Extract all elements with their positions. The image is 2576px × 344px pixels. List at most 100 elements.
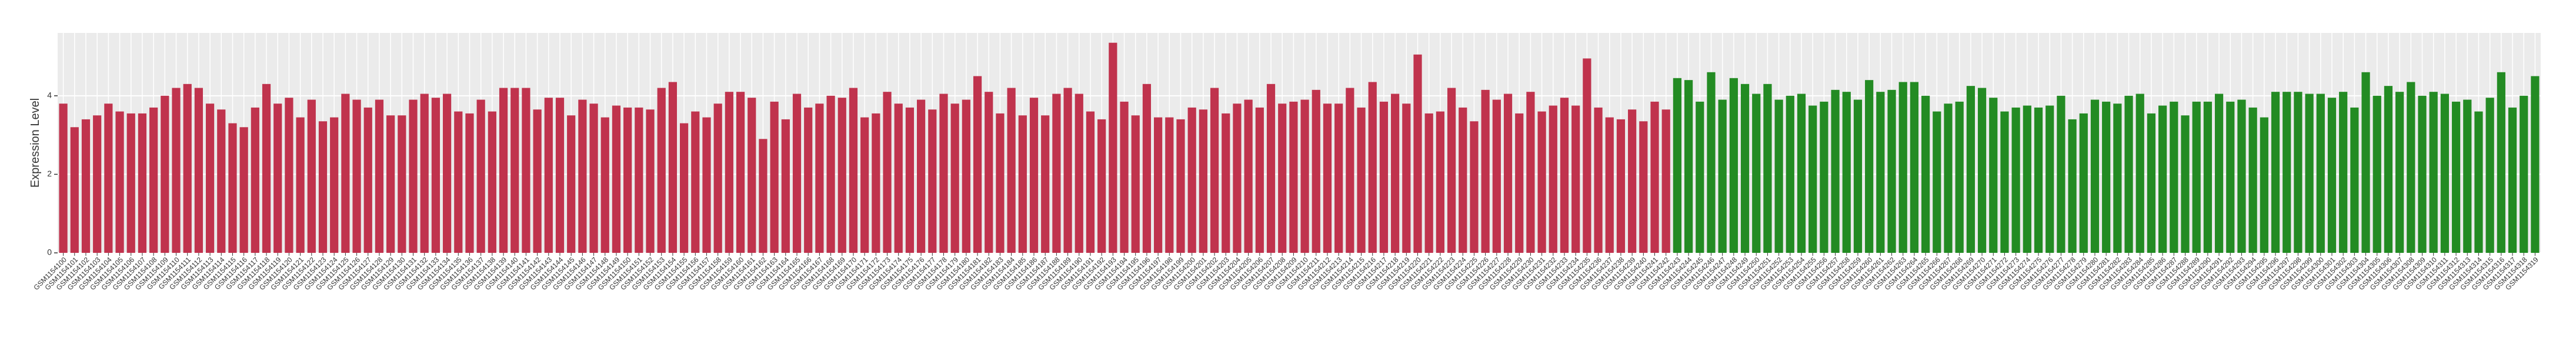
- bar: [1244, 99, 1253, 253]
- bar: [307, 99, 316, 253]
- bar: [1887, 89, 1896, 253]
- bar: [555, 98, 565, 253]
- bar: [409, 99, 418, 253]
- bar: [2474, 111, 2483, 253]
- bar: [2237, 99, 2246, 253]
- bar: [1142, 84, 1152, 253]
- bar: [713, 103, 722, 253]
- bar: [476, 99, 485, 253]
- bar: [1774, 99, 1783, 253]
- y-axis-label: Expression Level: [29, 98, 42, 188]
- bar: [2124, 95, 2133, 253]
- bar: [2260, 117, 2268, 253]
- bar: [1594, 107, 1603, 253]
- bar: [2463, 99, 2472, 253]
- bar: [1041, 115, 1050, 253]
- bar: [488, 111, 496, 253]
- bar: [1346, 88, 1354, 253]
- bar: [702, 117, 711, 253]
- bar: [2203, 101, 2212, 253]
- bar: [883, 92, 892, 253]
- bar: [2214, 93, 2224, 253]
- bar: [1966, 86, 1975, 253]
- bar: [2170, 101, 2178, 253]
- bar: [2226, 101, 2235, 253]
- bar: [1300, 99, 1309, 253]
- bar: [2090, 99, 2100, 253]
- bar: [386, 115, 395, 253]
- bar: [1255, 107, 1264, 253]
- bar: [522, 88, 530, 253]
- bar: [70, 127, 79, 253]
- bar: [285, 98, 293, 253]
- bar: [1944, 103, 1953, 253]
- bar: [679, 123, 689, 253]
- bar: [1684, 80, 1693, 253]
- bar: [1323, 103, 1332, 253]
- bar: [2485, 98, 2494, 253]
- bar: [1120, 101, 1129, 253]
- plot-background: [58, 33, 2541, 253]
- bar: [917, 99, 926, 253]
- bar: [939, 93, 948, 253]
- bar: [239, 127, 248, 253]
- bar: [1379, 101, 1389, 253]
- bar: [1007, 88, 1016, 253]
- bar: [1910, 82, 1919, 253]
- bar: [1436, 111, 1444, 253]
- bar: [1831, 89, 1840, 253]
- bar: [93, 115, 102, 253]
- bar: [1989, 98, 1998, 253]
- bar: [962, 99, 970, 253]
- bar: [1222, 113, 1230, 253]
- bar: [1447, 88, 1456, 253]
- bar: [59, 103, 68, 253]
- bar: [1673, 78, 1681, 253]
- bar: [1696, 101, 1704, 253]
- bar: [251, 107, 259, 253]
- bar: [398, 115, 406, 253]
- bar: [1481, 89, 1490, 253]
- bar: [1199, 109, 1207, 253]
- bar: [1413, 54, 1422, 253]
- bar: [894, 103, 903, 253]
- bar: [1537, 111, 1546, 253]
- bar: [2283, 92, 2291, 253]
- bar: [2339, 92, 2348, 253]
- bar: [2327, 98, 2337, 253]
- bar: [1470, 121, 1479, 253]
- bar: [431, 98, 440, 253]
- bar: [330, 117, 339, 253]
- bar: [149, 107, 158, 253]
- bar: [1086, 111, 1095, 253]
- bar: [318, 121, 328, 253]
- bar: [872, 113, 880, 253]
- bar: [1571, 105, 1580, 253]
- y-tick-label: 2: [47, 169, 52, 178]
- bar: [2135, 93, 2144, 253]
- bar: [420, 93, 429, 253]
- bar: [928, 109, 937, 253]
- bar: [2057, 95, 2066, 253]
- bar: [1018, 115, 1027, 253]
- bar: [1898, 82, 1907, 253]
- bar: [217, 109, 226, 253]
- bar: [985, 92, 993, 253]
- bar: [2373, 95, 2381, 253]
- bar: [770, 101, 779, 253]
- bar: [1052, 93, 1061, 253]
- bar: [126, 113, 135, 253]
- bar: [2395, 92, 2404, 253]
- bar: [1661, 109, 1670, 253]
- bar: [2440, 93, 2449, 253]
- bar: [1616, 119, 1626, 253]
- bar: [465, 113, 474, 253]
- bar: [1786, 95, 1794, 253]
- bar: [510, 88, 519, 253]
- bar: [172, 88, 181, 253]
- bar: [905, 107, 915, 253]
- bar: [1368, 82, 1377, 253]
- bar: [262, 84, 271, 253]
- bar: [273, 103, 282, 253]
